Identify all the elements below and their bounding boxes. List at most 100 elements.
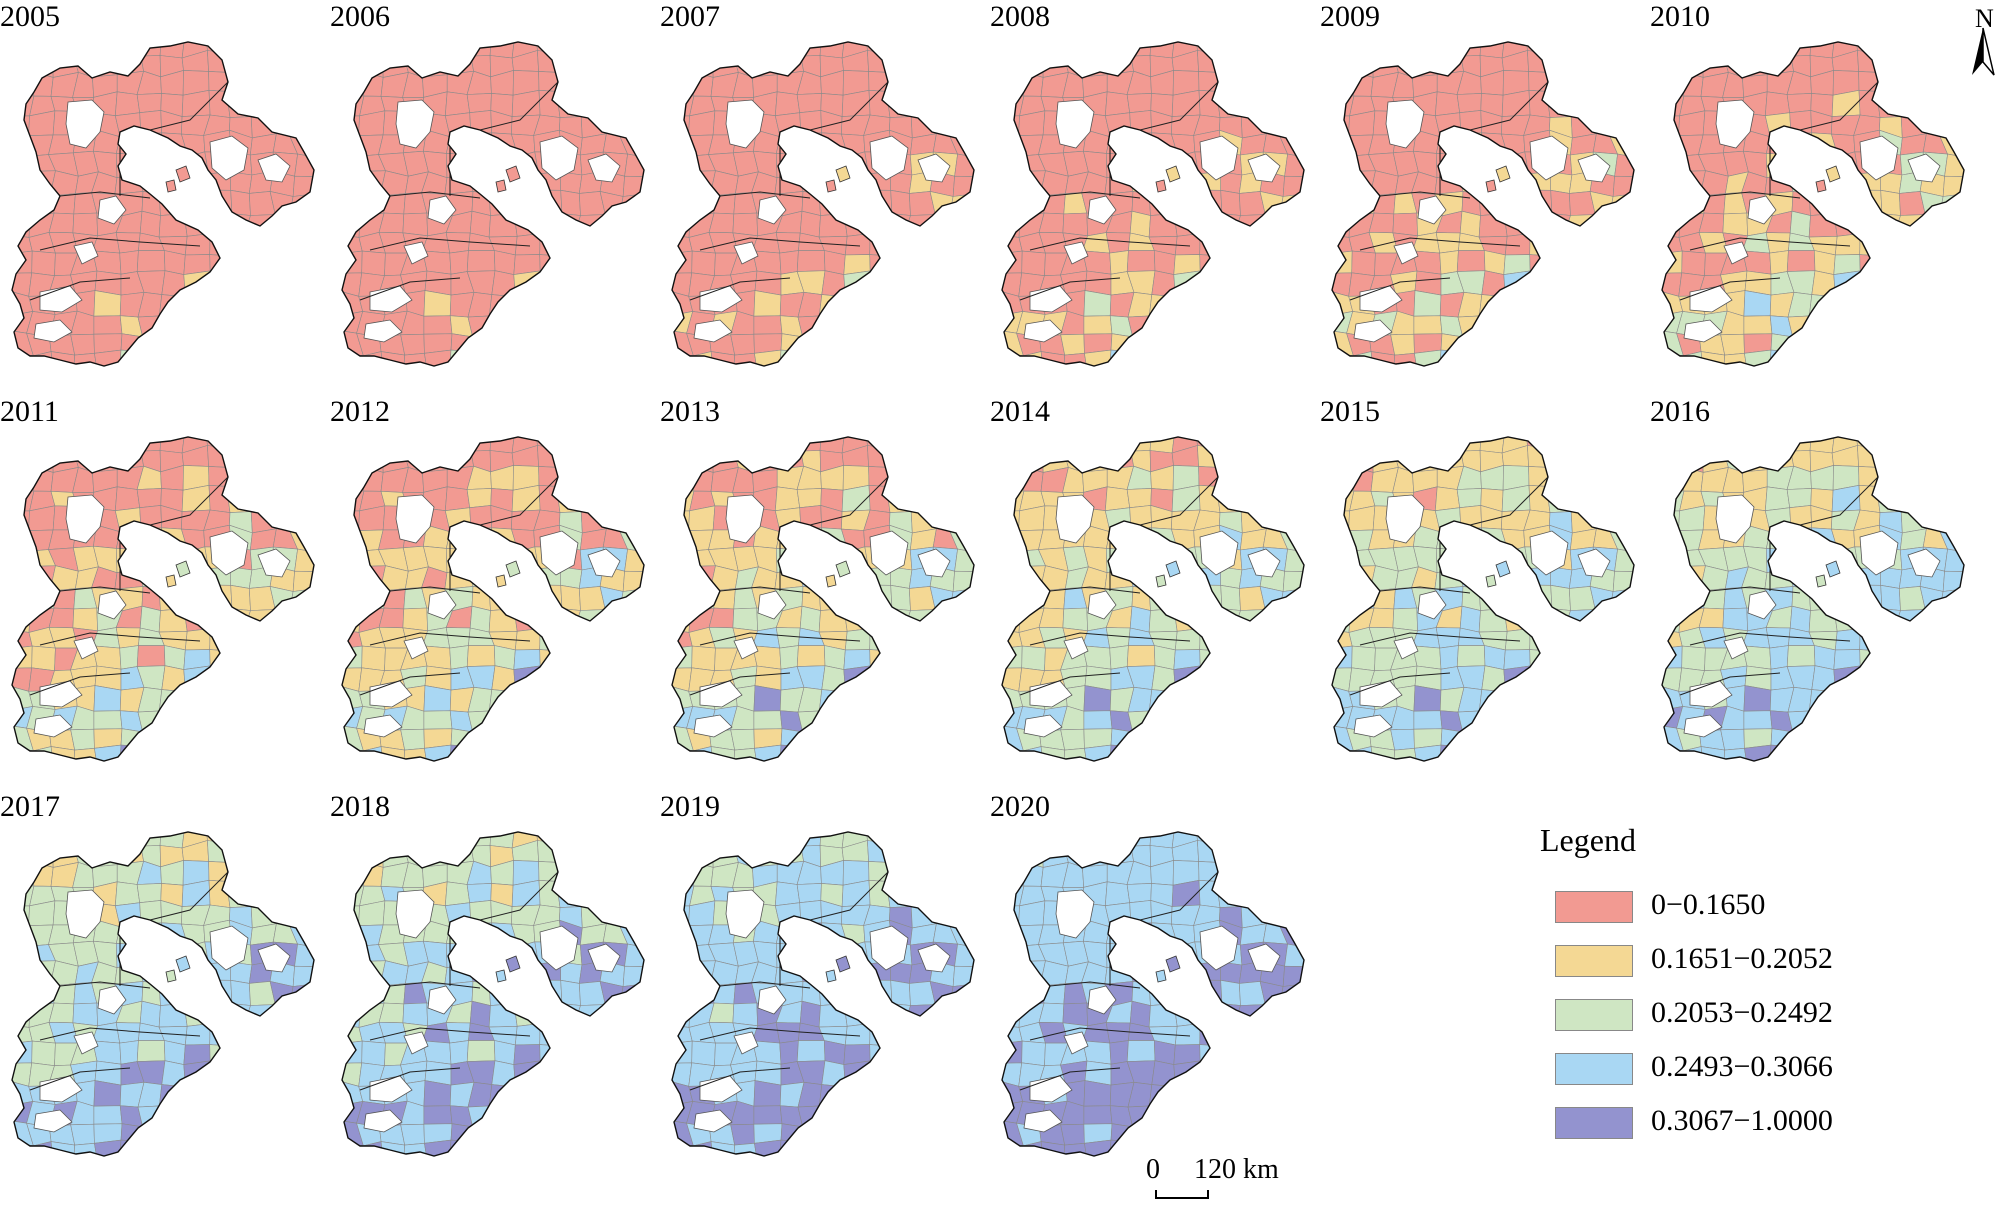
county-region	[1662, 629, 1683, 650]
county-region	[469, 210, 491, 238]
county-region	[1260, 709, 1289, 733]
year-label: 2017	[0, 790, 60, 823]
county-region	[136, 250, 166, 272]
county-region	[1394, 769, 1419, 785]
county-region	[1875, 767, 1903, 785]
region-outline	[11, 41, 315, 367]
county-region	[1173, 769, 1198, 786]
county-region	[556, 861, 585, 882]
county-region	[1215, 229, 1245, 257]
county-region	[1286, 649, 1304, 670]
county-region	[1002, 566, 1020, 594]
county-region	[1044, 374, 1065, 390]
county-region	[532, 979, 563, 1005]
county-region	[672, 1062, 693, 1087]
county-region	[311, 254, 314, 275]
county-region	[1787, 350, 1816, 366]
county-region	[672, 940, 692, 965]
county-region	[1895, 625, 1924, 652]
blank-region	[757, 195, 787, 225]
county-region	[1285, 271, 1304, 297]
county-region	[753, 1080, 782, 1107]
county-region	[1002, 629, 1023, 650]
county-region	[1195, 372, 1217, 390]
county-region	[70, 333, 95, 356]
county-region	[847, 963, 869, 984]
county-region	[1127, 745, 1156, 761]
county-region	[797, 745, 826, 761]
county-region	[1332, 135, 1352, 157]
county-region	[12, 234, 33, 255]
county-region	[1829, 313, 1860, 331]
county-region	[179, 1085, 205, 1105]
county-region	[29, 1162, 57, 1180]
county-region	[119, 744, 144, 761]
county-region	[1875, 447, 1905, 468]
county-region	[245, 1059, 272, 1087]
county-region	[359, 372, 387, 390]
county-region	[1662, 195, 1681, 218]
county-region	[973, 505, 974, 530]
county-region	[227, 315, 255, 337]
county-region	[1286, 724, 1304, 749]
county-region	[1875, 624, 1905, 652]
county-region	[225, 52, 255, 73]
county-region	[910, 1105, 931, 1128]
county-region	[672, 437, 695, 451]
county-region	[643, 900, 644, 925]
county-region	[1613, 745, 1634, 761]
county-region	[796, 488, 822, 509]
county-region	[295, 470, 314, 494]
county-region	[1787, 546, 1815, 573]
county-region	[450, 370, 474, 390]
county-region	[143, 770, 166, 785]
county-region	[12, 667, 33, 692]
county-region	[971, 52, 974, 78]
county-region	[647, 768, 660, 785]
county-region	[779, 744, 804, 761]
prefecture-boundary	[1709, 586, 1801, 594]
county-region	[312, 629, 314, 651]
county-region	[623, 685, 644, 713]
prefecture-boundary	[1379, 191, 1471, 199]
county-region	[1876, 466, 1905, 487]
county-region	[953, 350, 974, 366]
county-region	[1127, 546, 1155, 573]
county-region	[1662, 465, 1685, 492]
county-region	[73, 1142, 99, 1156]
county-region	[843, 584, 871, 609]
county-region	[1307, 193, 1320, 217]
county-region	[54, 374, 75, 390]
county-region	[1215, 42, 1243, 56]
county-region	[1939, 211, 1964, 237]
county-region	[273, 1004, 298, 1029]
region-outline	[341, 831, 645, 1157]
county-region	[12, 1006, 31, 1028]
county-region	[1215, 52, 1245, 73]
county-region	[400, 665, 428, 689]
county-region	[952, 175, 974, 197]
county-region	[1636, 469, 1650, 493]
county-region	[1306, 469, 1320, 493]
county-region	[623, 1163, 648, 1180]
prefecture-boundary	[1049, 586, 1141, 594]
county-region	[268, 664, 297, 692]
county-region	[296, 1024, 314, 1048]
county-region	[604, 51, 628, 77]
county-region	[1480, 352, 1506, 366]
county-region	[1263, 609, 1288, 634]
county-region	[450, 765, 474, 785]
county-region	[517, 568, 539, 589]
county-region	[1105, 627, 1131, 649]
county-region	[929, 1120, 959, 1142]
county-region	[672, 150, 692, 175]
county-region	[691, 437, 716, 453]
county-region	[905, 230, 934, 257]
county-region	[312, 234, 314, 256]
county-region	[1613, 373, 1638, 390]
county-region	[1286, 629, 1304, 653]
county-region	[1615, 666, 1634, 692]
county-region	[158, 314, 185, 337]
county-region	[930, 630, 958, 653]
county-region	[1148, 1104, 1175, 1127]
